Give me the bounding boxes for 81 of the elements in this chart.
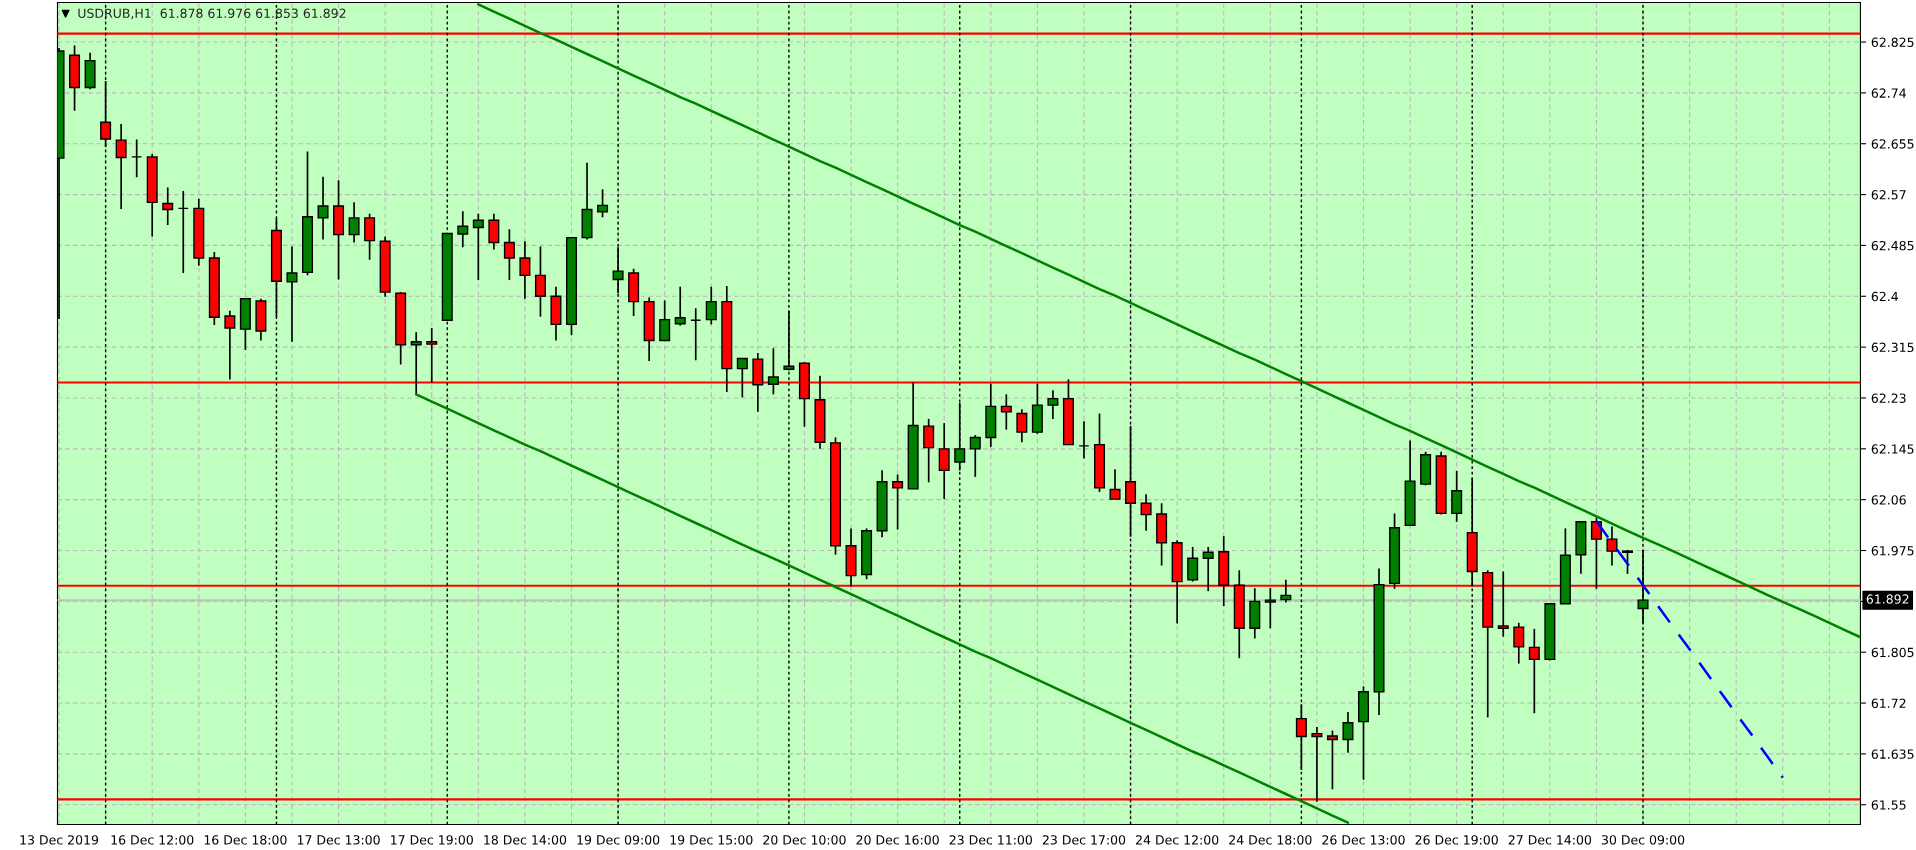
candlestick [690, 307, 702, 362]
y-tick-label: 62.74 [1871, 88, 1906, 98]
x-tick-label: 19 Dec 15:00 [670, 835, 753, 845]
candlestick [472, 212, 484, 281]
y-tick-label: 62.655 [1871, 139, 1914, 149]
x-tick-label: 26 Dec 13:00 [1322, 835, 1405, 845]
x-tick-label: 23 Dec 17:00 [1042, 835, 1126, 845]
x-tick-label: 16 Dec 18:00 [204, 835, 287, 845]
x-tick-label: 24 Dec 12:00 [1136, 835, 1219, 845]
x-tick-label: 17 Dec 19:00 [391, 835, 473, 845]
y-tick-label: 62.145 [1871, 444, 1914, 454]
candlestick [1140, 493, 1152, 532]
y-tick-label: 62.485 [1871, 240, 1914, 251]
candlestick [364, 212, 376, 261]
y-tick-label: 62.4 [1871, 291, 1898, 302]
candlestick [317, 175, 329, 241]
y-tick-label: 62.06 [1871, 495, 1906, 505]
x-tick-label: 23 Dec 11:00 [949, 835, 1032, 845]
line-series [477, 3, 1861, 639]
candlestick [923, 418, 935, 484]
candlestick [457, 210, 469, 249]
candlestick [1606, 525, 1618, 567]
candlestick [1326, 729, 1338, 791]
line-series [414, 393, 1350, 824]
y-tick-label: 61.975 [1871, 545, 1914, 556]
candlestick [503, 228, 515, 281]
candlestick [938, 422, 950, 500]
y-tick-label: 61.72 [1871, 698, 1906, 708]
candlestick [969, 434, 981, 478]
candlestick [736, 357, 748, 399]
x-tick-label: 18 Dec 14:00 [484, 835, 567, 845]
x-tick-label: 26 Dec 19:00 [1415, 835, 1498, 845]
candlestick [1451, 470, 1463, 523]
x-tick-label: 19 Dec 09:00 [577, 835, 660, 845]
candlestick [1342, 711, 1354, 754]
candlestick [705, 285, 717, 326]
y-tick-label: 62.23 [1871, 393, 1906, 403]
x-tick-label: 20 Dec 10:00 [763, 835, 846, 845]
candlestick [1202, 546, 1214, 593]
candlestick [892, 473, 904, 531]
candlestick [115, 123, 127, 210]
candlestick [767, 347, 779, 396]
candlestick [1528, 628, 1540, 715]
y-tick-label: 61.805 [1871, 647, 1914, 658]
candlestick [1513, 622, 1525, 665]
candlestick [1187, 546, 1199, 583]
candlestick [674, 285, 686, 327]
candlestick [224, 309, 236, 381]
candlestick [1264, 587, 1276, 630]
x-tick-label: 24 Dec 18:00 [1229, 835, 1312, 845]
ref-line-label: 61.892 [1866, 594, 1909, 604]
x-tick-label: 30 Dec 09:00 [1601, 835, 1685, 845]
candlestick [1109, 468, 1121, 500]
candlestick [597, 188, 609, 219]
x-tick-label: 13 Dec 2019 [20, 835, 99, 845]
candlestick [1280, 578, 1292, 604]
candlestick [1047, 389, 1059, 420]
candlestick [534, 245, 546, 318]
x-tick-label: 16 Dec 12:00 [111, 835, 194, 845]
y-tick-label: 61.55 [1871, 800, 1906, 810]
y-tick-label: 62.57 [1871, 190, 1906, 200]
candlestick [783, 309, 795, 372]
candlestick [131, 138, 143, 179]
candlestick [177, 190, 189, 274]
candlestick [286, 245, 298, 343]
candlestick [1016, 408, 1028, 444]
y-tick-label: 62.315 [1871, 342, 1914, 353]
candlestick [162, 186, 174, 226]
candlestick [519, 240, 531, 300]
candlestick [348, 201, 360, 244]
x-tick-label: 17 Dec 13:00 [297, 835, 380, 845]
candlestick [1078, 420, 1090, 460]
candlestick [1295, 703, 1307, 771]
candlestick [659, 299, 671, 342]
candlestick [488, 212, 500, 251]
x-tick-label: 20 Dec 16:00 [856, 835, 939, 845]
y-tick-label: 62.825 [1871, 37, 1914, 47]
x-tick-label: 27 Dec 14:00 [1508, 835, 1592, 845]
y-tick-label: 61.635 [1871, 749, 1914, 759]
chart-title: USDRUB,H1 61.878 61.976 61.853 61.892 [78, 8, 346, 20]
candlestick [1000, 393, 1012, 431]
